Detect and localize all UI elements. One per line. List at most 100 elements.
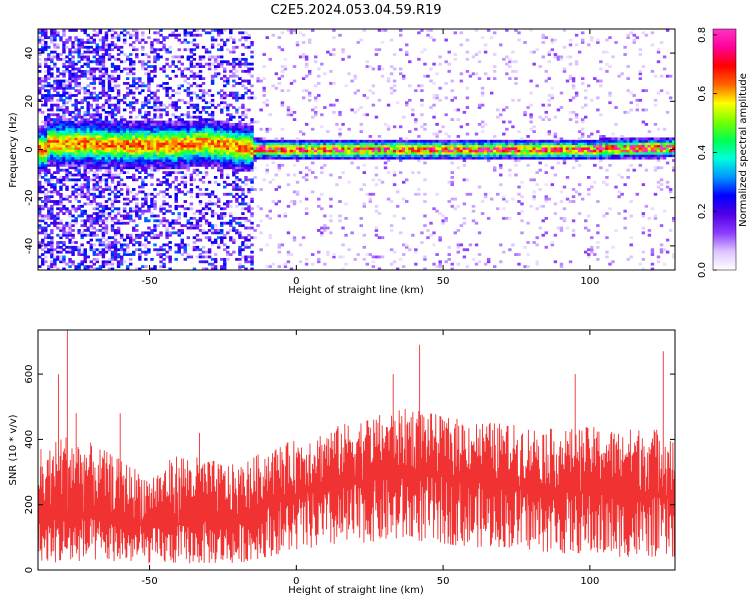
heatmap-cell: [244, 139, 248, 143]
heatmap-cell: [132, 48, 136, 52]
heatmap-cell: [44, 45, 48, 49]
heatmap-cell: [56, 202, 60, 206]
heatmap-cell: [86, 62, 90, 66]
heatmap-cell: [232, 195, 236, 199]
heatmap-cell: [113, 118, 118, 121]
heatmap-cell: [71, 248, 75, 252]
heatmap-cell: [438, 260, 442, 264]
heatmap-cell: [62, 226, 66, 230]
heatmap-cell: [132, 161, 136, 165]
heatmap-cell: [135, 29, 139, 32]
heatmap-cell: [144, 161, 148, 165]
heatmap-cell: [138, 151, 142, 155]
heatmap-cell: [104, 144, 109, 148]
heatmap-cell: [83, 267, 87, 270]
heatmap-cell: [226, 125, 230, 129]
heatmap-cell: [77, 161, 81, 165]
heatmap-cell: [74, 183, 78, 187]
heatmap-cell: [311, 139, 315, 143]
heatmap-cell: [435, 122, 439, 126]
heatmap-cell: [89, 91, 93, 95]
heatmap-cell: [201, 176, 206, 179]
heatmap-cell: [180, 243, 184, 247]
heatmap-cell: [371, 144, 376, 148]
heatmap-cell: [238, 161, 242, 165]
heatmap-cell: [53, 33, 57, 37]
heatmap-cell: [295, 137, 300, 141]
heatmap-cell: [268, 139, 272, 143]
heatmap-cell: [62, 84, 66, 88]
heatmap-cell: [144, 120, 148, 124]
heatmap-cell: [107, 132, 112, 136]
heatmap-cell: [235, 45, 239, 49]
heatmap-cell: [47, 216, 51, 220]
heatmap-cell: [150, 214, 154, 218]
heatmap-cell: [417, 84, 421, 88]
heatmap-cell: [286, 147, 291, 150]
heatmap-cell: [95, 115, 100, 119]
heatmap-cell: [89, 216, 93, 220]
heatmap-cell: [132, 253, 136, 256]
heatmap-cell: [104, 216, 109, 220]
heatmap-cell: [77, 132, 81, 136]
heatmap-cell: [250, 139, 254, 143]
heatmap-cell: [95, 45, 100, 49]
heatmap-cell: [435, 192, 439, 196]
heatmap-cell: [383, 144, 388, 148]
heatmap-cell: [147, 241, 151, 244]
heatmap-cell: [62, 154, 66, 158]
heatmap-cell: [138, 139, 142, 143]
heatmap-cell: [144, 183, 148, 187]
heatmap-cell: [83, 62, 87, 66]
heatmap-cell: [402, 151, 406, 155]
heatmap-cell: [98, 147, 103, 150]
heatmap-cell: [153, 106, 157, 109]
heatmap-cell: [220, 135, 224, 138]
heatmap-cell: [329, 219, 333, 223]
heatmap-cell: [41, 43, 45, 47]
heatmap-cell: [56, 108, 60, 112]
heatmap-cell: [244, 163, 248, 167]
heatmap-cell: [150, 159, 154, 162]
heatmap-cell: [192, 74, 197, 78]
heatmap-cell: [444, 144, 448, 148]
heatmap-cell: [192, 72, 197, 76]
heatmap-cell: [95, 33, 100, 37]
heatmap-cell: [74, 267, 78, 270]
heatmap-cell: [180, 135, 184, 138]
heatmap-cell: [250, 260, 254, 264]
heatmap-cell: [110, 130, 115, 134]
heatmap-cell: [232, 122, 236, 126]
heatmap-cell: [141, 120, 145, 124]
heatmap-cell: [392, 142, 397, 146]
heatmap-cell: [110, 89, 115, 93]
heatmap-cell: [62, 144, 66, 148]
heatmap-cell: [77, 229, 81, 232]
heatmap-cell: [125, 267, 130, 270]
heatmap-cell: [168, 86, 172, 90]
heatmap-cell: [168, 257, 172, 261]
heatmap-cell: [92, 151, 97, 155]
heatmap-cell: [174, 156, 178, 160]
heatmap-cell: [250, 130, 254, 134]
heatmap-cell: [180, 190, 184, 194]
heatmap-cell: [98, 139, 103, 143]
heatmap-cell: [141, 62, 145, 66]
heatmap-cell: [59, 38, 63, 42]
heatmap-cell: [235, 176, 239, 179]
heatmap-cell: [389, 144, 394, 148]
heatmap-cell: [353, 147, 357, 150]
heatmap-cell: [50, 135, 54, 138]
heatmap-cell: [320, 149, 324, 153]
heatmap-cell: [392, 53, 397, 56]
heatmap-cell: [41, 204, 45, 208]
heatmap-cell: [113, 173, 118, 177]
heatmap-cell: [89, 120, 93, 124]
heatmap-cell: [192, 127, 197, 131]
heatmap-cell: [192, 115, 197, 119]
heatmap-cell: [229, 214, 233, 218]
heatmap-cell: [262, 89, 266, 93]
heatmap-cell: [189, 255, 194, 259]
heatmap-cell: [144, 67, 148, 71]
heatmap-cell: [238, 224, 242, 228]
